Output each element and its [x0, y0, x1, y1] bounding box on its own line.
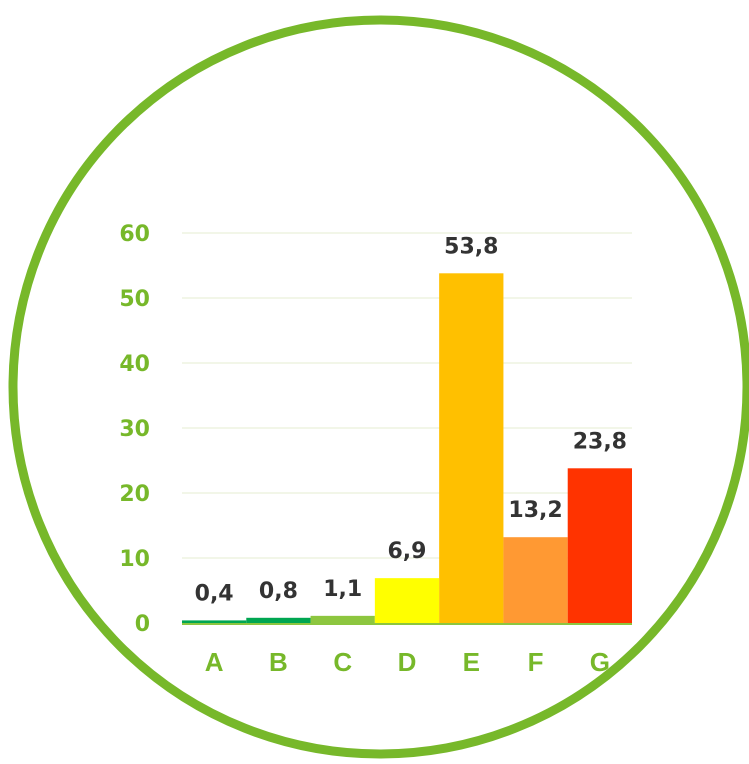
frame-ring: [8, 15, 749, 759]
data-label-d: 6,9: [388, 539, 427, 564]
x-tick-label-c: C: [333, 647, 352, 677]
bar-a: [182, 620, 247, 623]
y-tick-label: 40: [119, 352, 150, 377]
bar-d: [374, 578, 440, 623]
data-label-a: 0,4: [195, 581, 234, 606]
x-tick-label-d: D: [398, 647, 417, 677]
data-labels: 0,4 0,8 1,1 6,9 53,8 13,2 23,8: [195, 234, 627, 606]
x-tick-label-f: F: [528, 647, 544, 677]
y-tick-label: 10: [119, 547, 150, 572]
data-label-c: 1,1: [323, 577, 362, 602]
data-label-f: 13,2: [508, 498, 562, 523]
y-tick-label: 50: [119, 287, 150, 312]
y-tick-label: 60: [119, 222, 150, 247]
bar-e: [439, 273, 504, 623]
bar-f: [503, 537, 568, 623]
y-tick-label: 30: [119, 417, 150, 442]
data-label-g: 23,8: [573, 429, 627, 454]
bar-b: [246, 617, 311, 623]
x-tick-label-g: G: [590, 647, 610, 677]
bar-g: [567, 468, 632, 623]
bar-c: [310, 615, 375, 623]
bars: [182, 273, 632, 623]
gridlines: [182, 232, 632, 559]
y-tick-label: 20: [119, 482, 150, 507]
x-tick-label-e: E: [463, 647, 480, 677]
y-tick-label: 0: [135, 612, 150, 637]
x-tick-label-b: B: [269, 647, 288, 677]
x-tick-label-a: A: [205, 647, 224, 677]
data-label-e: 53,8: [444, 234, 498, 259]
x-tick-labels: A B C D E F G: [205, 647, 610, 677]
data-label-b: 0,8: [259, 579, 298, 604]
y-tick-labels: 0 10 20 30 40 50 60: [119, 222, 150, 637]
